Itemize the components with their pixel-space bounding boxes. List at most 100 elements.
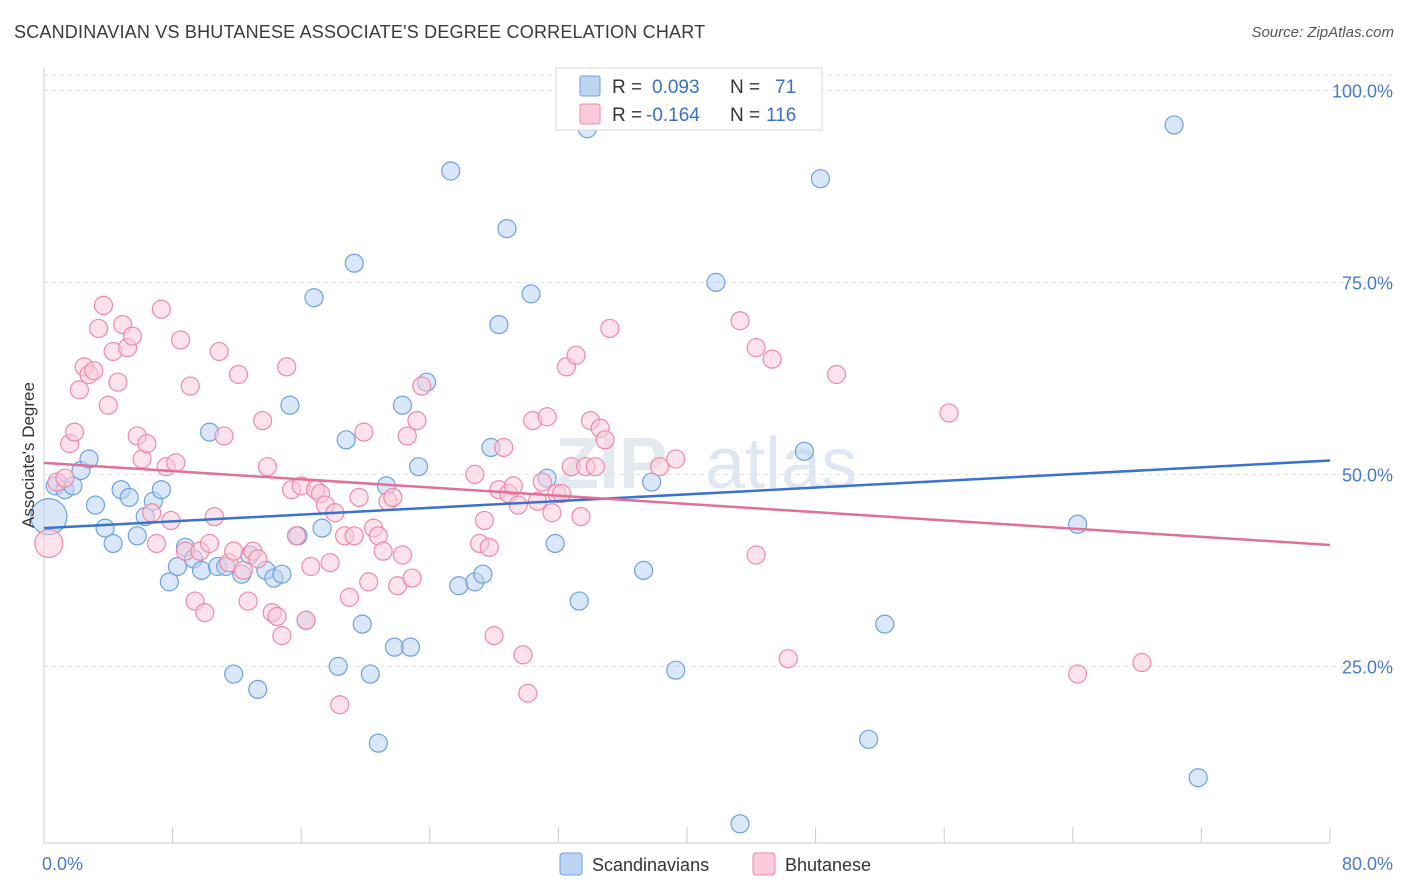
point-bhutanese-106 bbox=[650, 457, 670, 477]
point-scandinavians-53 bbox=[497, 219, 517, 239]
legend-r-label-2: R = bbox=[612, 105, 642, 126]
trend-layer bbox=[43, 459, 1331, 547]
point-bhutanese-88 bbox=[518, 683, 538, 703]
point-scandinavians-63 bbox=[794, 441, 814, 461]
y-tick-label-75: 75.0% bbox=[1342, 273, 1393, 293]
point-bhutanese-91 bbox=[532, 472, 552, 492]
point-bhutanese-80 bbox=[479, 537, 499, 557]
point-scandinavians-47 bbox=[441, 161, 461, 181]
point-scandinavians-33 bbox=[304, 288, 324, 308]
legend-r-value-2: -0.164 bbox=[646, 105, 700, 126]
point-bhutanese-34 bbox=[209, 341, 229, 362]
point-bhutanese-70 bbox=[383, 487, 403, 507]
point-bhutanese-59 bbox=[330, 695, 350, 715]
point-scandinavians-60 bbox=[642, 472, 662, 492]
point-bhutanese-44 bbox=[257, 457, 278, 477]
series-layer bbox=[30, 115, 1208, 834]
series-scandinavians bbox=[30, 115, 1208, 834]
legend-swatch-scandinavians bbox=[579, 75, 601, 97]
point-bhutanese-52 bbox=[296, 610, 316, 630]
point-bhutanese-0 bbox=[34, 528, 64, 559]
point-scandinavians-8 bbox=[103, 533, 123, 554]
point-bhutanese-37 bbox=[224, 541, 244, 561]
point-bhutanese-16 bbox=[122, 326, 143, 346]
y-tick-label-25: 25.0% bbox=[1342, 657, 1393, 677]
point-bhutanese-32 bbox=[199, 533, 220, 554]
point-bhutanese-13 bbox=[108, 372, 128, 392]
x-tick-label-min: 0.0% bbox=[42, 854, 83, 874]
y-tick-label-50: 50.0% bbox=[1342, 465, 1393, 485]
trend-line-bhutanese bbox=[43, 461, 1331, 547]
point-bhutanese-25 bbox=[166, 453, 186, 473]
point-bhutanese-5 bbox=[69, 380, 89, 400]
point-bhutanese-61 bbox=[339, 587, 360, 607]
point-bhutanese-95 bbox=[552, 483, 572, 504]
point-bhutanese-39 bbox=[233, 560, 253, 580]
point-scandinavians-45 bbox=[408, 457, 429, 477]
point-scandinavians-29 bbox=[272, 564, 292, 584]
point-scandinavians-19 bbox=[191, 560, 212, 580]
point-bhutanese-62 bbox=[344, 526, 364, 546]
point-bhutanese-111 bbox=[762, 349, 782, 369]
point-scandinavians-66 bbox=[875, 614, 895, 634]
point-scandinavians-44 bbox=[400, 637, 421, 657]
point-bhutanese-28 bbox=[180, 376, 200, 396]
point-bhutanese-22 bbox=[151, 299, 171, 319]
point-bhutanese-50 bbox=[286, 526, 306, 546]
point-bhutanese-47 bbox=[272, 626, 292, 646]
legend-n-value-2: 116 bbox=[766, 105, 796, 126]
point-scandinavians-67 bbox=[1068, 514, 1088, 534]
point-bhutanese-109 bbox=[746, 338, 766, 358]
bottom-legend-label-scandinavians: Scandinavians bbox=[592, 855, 709, 875]
point-scandinavians-30 bbox=[280, 395, 300, 415]
bottom-legend-swatch-bhutanese bbox=[752, 852, 776, 876]
point-bhutanese-74 bbox=[402, 568, 422, 588]
legend-r-value-1: 0.093 bbox=[652, 77, 700, 98]
point-bhutanese-77 bbox=[465, 464, 485, 484]
point-scandinavians-52 bbox=[489, 315, 509, 335]
point-bhutanese-35 bbox=[214, 426, 234, 446]
point-bhutanese-43 bbox=[253, 411, 273, 431]
point-scandinavians-70 bbox=[730, 814, 750, 834]
point-bhutanese-85 bbox=[503, 476, 523, 496]
point-scandinavians-68 bbox=[1164, 115, 1184, 135]
point-scandinavians-26 bbox=[248, 679, 268, 700]
point-bhutanese-8 bbox=[84, 361, 104, 381]
point-bhutanese-81 bbox=[484, 626, 504, 646]
chart-title: SCANDINAVIAN VS BHUTANESE ASSOCIATE'S DE… bbox=[14, 22, 706, 42]
point-scandinavians-39 bbox=[360, 664, 380, 684]
point-scandinavians-5 bbox=[79, 449, 99, 469]
point-bhutanese-75 bbox=[407, 411, 427, 431]
point-bhutanese-114 bbox=[939, 403, 959, 423]
point-scandinavians-6 bbox=[85, 495, 106, 515]
point-bhutanese-79 bbox=[474, 510, 495, 531]
point-scandinavians-69 bbox=[1188, 768, 1208, 788]
point-scandinavians-48 bbox=[449, 576, 469, 596]
legend-r-label-1: R = bbox=[612, 77, 642, 98]
point-bhutanese-64 bbox=[354, 422, 374, 442]
point-scandinavians-62 bbox=[706, 272, 726, 292]
point-bhutanese-104 bbox=[595, 430, 615, 450]
point-bhutanese-19 bbox=[137, 434, 157, 454]
point-bhutanese-31 bbox=[195, 602, 215, 623]
point-scandinavians-16 bbox=[167, 556, 188, 577]
y-axis-label: Associate's Degree bbox=[19, 382, 38, 528]
point-bhutanese-26 bbox=[171, 330, 191, 350]
source-label: Source: ZipAtlas.com bbox=[1251, 24, 1394, 41]
point-bhutanese-108 bbox=[730, 311, 750, 331]
point-bhutanese-73 bbox=[397, 426, 417, 446]
point-scandinavians-64 bbox=[810, 169, 831, 189]
point-bhutanese-83 bbox=[494, 437, 514, 458]
point-bhutanese-46 bbox=[267, 606, 287, 627]
point-scandinavians-56 bbox=[545, 533, 565, 554]
point-scandinavians-11 bbox=[127, 526, 147, 546]
point-bhutanese-113 bbox=[826, 364, 847, 385]
point-bhutanese-42 bbox=[248, 549, 268, 569]
point-bhutanese-76 bbox=[412, 376, 432, 396]
point-bhutanese-9 bbox=[89, 318, 109, 339]
point-scandinavians-36 bbox=[336, 430, 356, 450]
point-bhutanese-92 bbox=[537, 407, 557, 427]
point-scandinavians-61 bbox=[666, 660, 686, 680]
point-bhutanese-102 bbox=[585, 457, 605, 477]
point-bhutanese-33 bbox=[204, 506, 224, 527]
